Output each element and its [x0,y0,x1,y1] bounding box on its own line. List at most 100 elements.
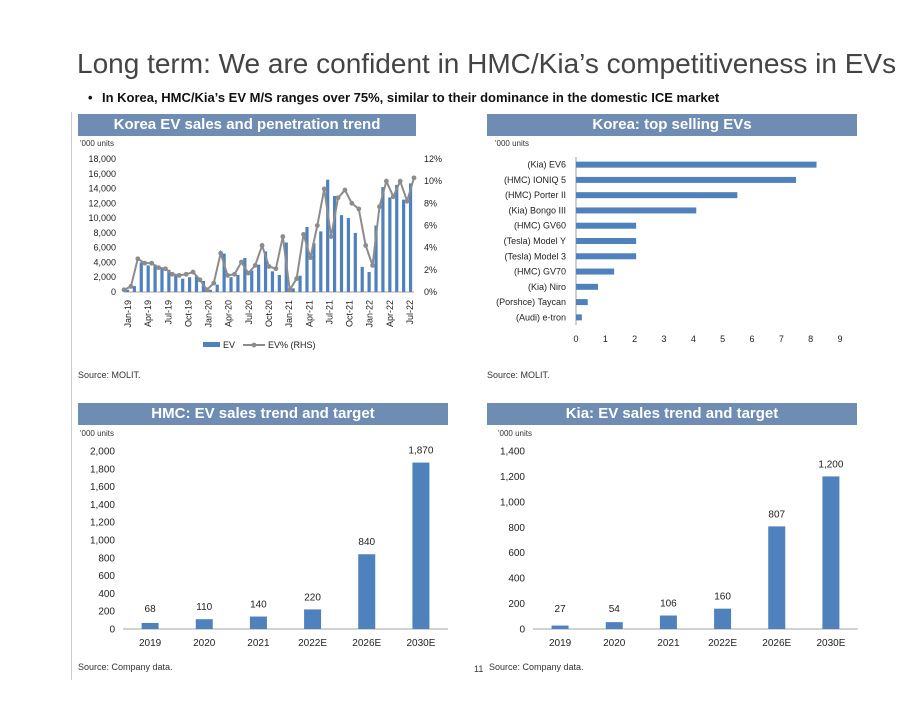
korea-trend-source: Source: MOLIT. [78,370,141,380]
x-tick-label: 2030E [816,638,845,649]
ev-bar [139,262,143,292]
ev-share-point [252,263,258,268]
legend-ev-swatch [203,342,220,347]
category-label: (Porshce) Taycan [496,297,566,307]
model-bar [576,268,615,275]
ev-share-point [280,234,286,239]
value-bar [768,526,786,629]
x-tick-label: 2030E [406,638,435,649]
ev-bar [353,232,357,292]
y2-tick-label: 2% [424,265,437,275]
ev-bar [332,195,337,292]
x-tick-label: 8 [808,334,813,344]
x-tick-label: 2022E [298,638,327,649]
x-tick-label: Jan-22 [365,300,375,328]
ev-share-point [176,272,182,278]
bullet-icon: • [88,90,93,105]
ev-share-point [204,287,210,293]
ev-share-point [259,243,265,248]
ev-bar [174,275,178,292]
ev-bar [229,277,233,292]
ev-share-point [377,204,382,210]
value-bar [358,554,376,629]
data-label: 220 [304,592,321,603]
x-tick-label: Apr-22 [385,300,395,327]
ev-bar [194,275,199,292]
ev-bar [319,231,323,292]
x-tick-label: Jul-19 [163,300,173,325]
ev-bar [305,226,309,292]
ev-share-point [211,280,217,286]
x-tick-label: Jul-22 [405,300,415,325]
category-label: (HMC) GV60 [514,221,566,231]
kia-target-chart: 0 200 400 600 800 1,000 1,200 1,400 27 2019 54 2020… [500,447,858,649]
page-title: Long term: We are confident in HMC/Kia’s… [77,48,897,79]
ev-share-point [301,231,306,237]
y-tick-label: 16,000 [88,169,116,179]
ev-bar [312,243,316,292]
y-tick-label: 1,000 [500,497,525,508]
ev-bar [367,272,371,292]
ev-share-point [335,195,341,201]
x-tick-label: 4 [691,334,696,344]
ev-bar [291,288,295,292]
x-tick-label: 2026E [352,638,381,649]
ev-share-point [135,256,141,262]
y-tick-label: 1,400 [500,447,525,458]
ev-share-point [397,178,403,184]
y-tick-label: 0 [519,625,525,636]
x-tick-label: 2021 [247,638,270,649]
ev-share-point [363,243,369,248]
x-tick-label: Jan-21 [284,300,294,328]
value-bar [195,619,213,629]
y-tick-label: 200 [98,607,115,618]
top-selling-chart: (Kia) EV6 (HMC) IONIQ 5 (HMC) Porter II (Ki… [496,157,843,344]
ev-share-point [190,269,196,275]
y-tick-label: 600 [508,548,525,559]
ev-bar [402,199,406,292]
ev-share-point [390,194,396,200]
ev-bar [167,269,171,292]
ev-share-point [169,271,175,277]
category-label: (Tesla) Model Y [504,236,566,246]
ev-bar [263,251,268,292]
ev-bar [374,225,378,292]
ev-bar [125,289,130,292]
x-tick-label: 2019 [139,638,162,649]
model-bar [576,238,637,244]
ev-share-point [197,277,203,283]
x-tick-label: 2020 [193,638,216,649]
value-bar [605,622,623,629]
model-bar [576,314,582,321]
y-tick-label: 12,000 [88,198,116,208]
y-tick-label: 1,600 [90,482,115,493]
hmc-target-chart: 0 200 400 600 800 1,000 1,200 1,400 1,600 1,800 2,… [90,446,448,649]
y-tick-label: 600 [98,571,115,582]
x-tick-label: Jul-21 [324,300,334,325]
ev-share-point [121,287,127,293]
category-label: (Audi) e-tron [516,312,566,322]
model-bar [576,222,637,229]
x-tick-label: 2022E [708,638,737,649]
ev-share-point [342,187,348,193]
legend-share-marker [251,342,257,348]
ev-bar [395,184,399,292]
ev-share-point [183,271,189,277]
hmc-target-header: HMC: EV sales trend and target [78,403,448,425]
ev-bar [132,286,136,292]
x-tick-label: 2 [632,334,637,344]
x-tick-label: Oct-21 [345,300,355,327]
ev-share-point [287,287,293,293]
ev-share-point [128,284,134,289]
x-tick-label: 2026E [762,638,791,649]
y2-tick-label: 12% [424,154,442,164]
ev-share-point [273,266,279,272]
korea-trend-header: Korea EV sales and penetration trend [78,114,416,136]
top-selling-header: Korea: top selling EVs [487,114,857,136]
kia-target-source: Source: Company data. [489,662,584,672]
ev-share-point [308,255,313,261]
value-bar [304,609,322,629]
data-label: 106 [660,599,677,610]
data-label: 110 [196,602,212,613]
data-label: 160 [714,592,731,603]
